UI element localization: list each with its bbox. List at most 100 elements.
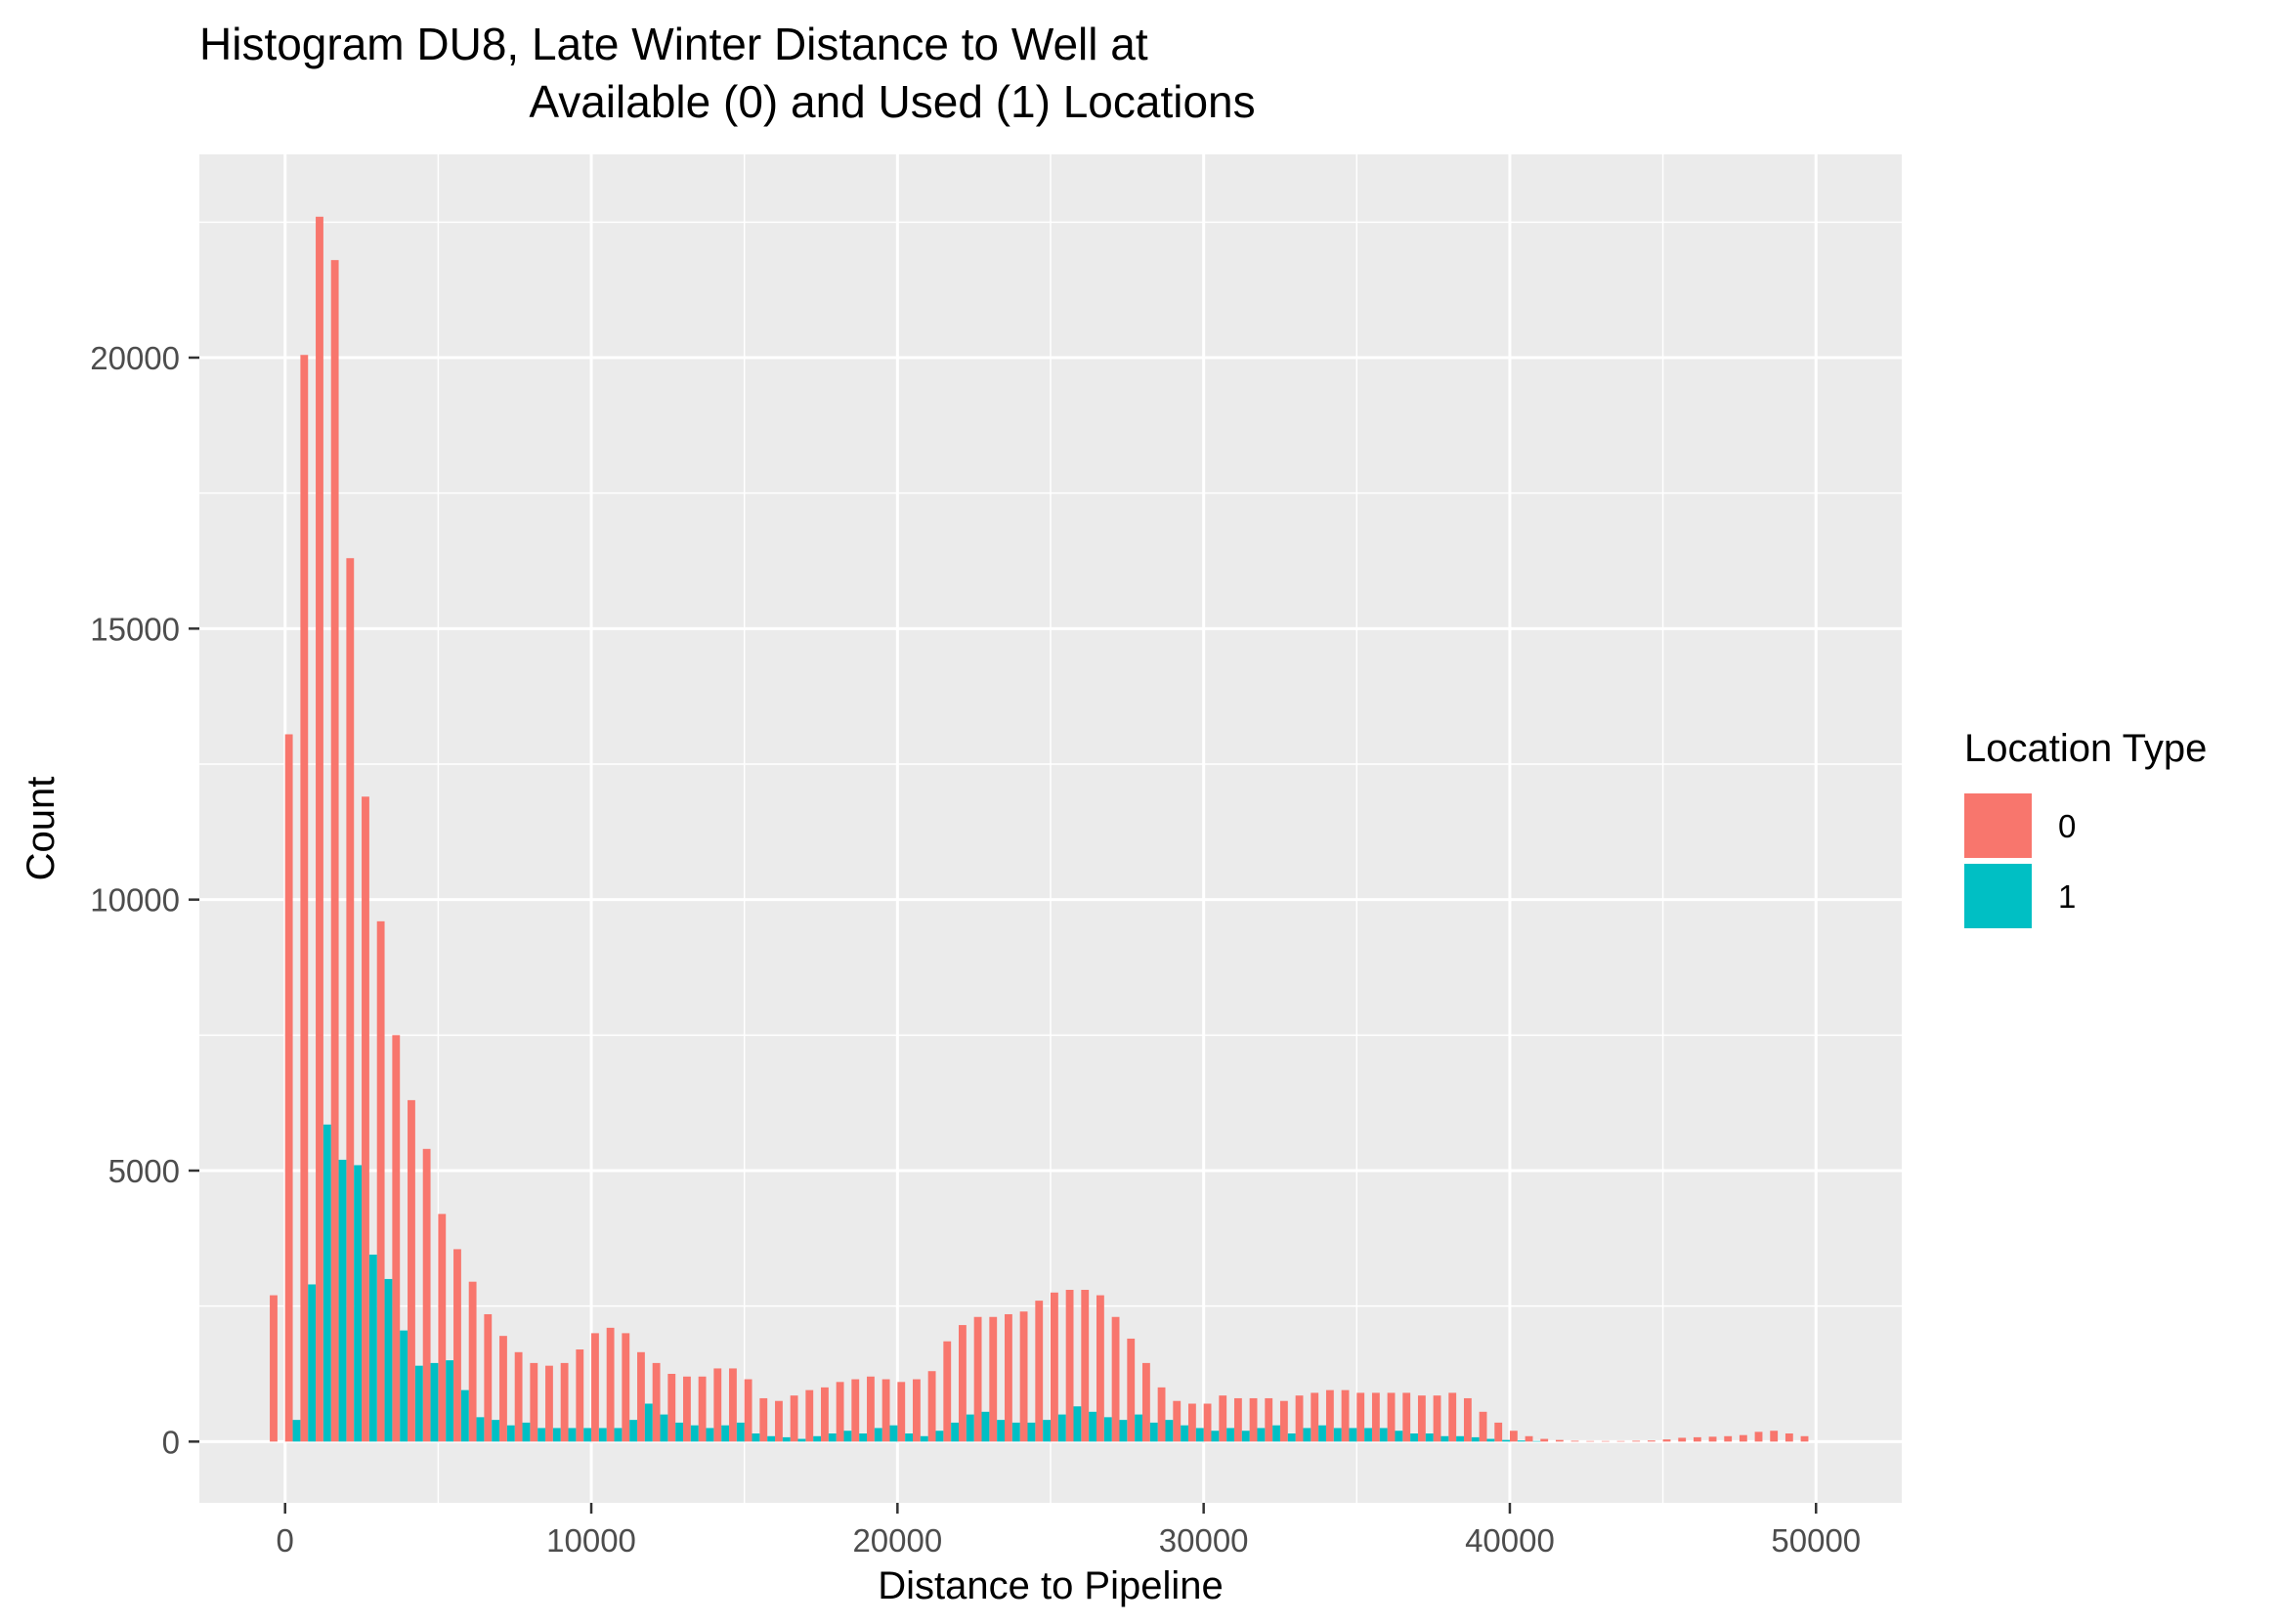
bar-series-1 [1257, 1428, 1266, 1442]
bar-series-1 [1165, 1420, 1174, 1442]
bar-series-0 [545, 1365, 553, 1442]
bar-series-0 [805, 1389, 814, 1442]
bar-series-1 [874, 1428, 882, 1442]
bar-series-0 [1096, 1295, 1104, 1442]
bar-series-1 [1333, 1428, 1342, 1442]
bar-series-1 [552, 1428, 561, 1442]
bar-series-1 [843, 1431, 852, 1442]
bar-series-1 [1057, 1414, 1066, 1442]
bar-series-1 [629, 1420, 638, 1442]
bar-series-0 [270, 1295, 278, 1442]
bar-series-1 [721, 1425, 730, 1442]
bar-series-1 [430, 1362, 439, 1442]
bar-series-1 [1073, 1406, 1082, 1442]
bar-series-1 [1287, 1433, 1296, 1442]
x-tick-label: 0 [277, 1522, 294, 1559]
bar-series-0 [1219, 1395, 1227, 1442]
bar-series-1 [797, 1438, 806, 1442]
bar-series-1 [1043, 1420, 1051, 1442]
bar-series-1 [292, 1420, 301, 1442]
bar-series-1 [446, 1360, 454, 1442]
bar-series-0 [698, 1376, 707, 1442]
bar-series-1 [1195, 1428, 1204, 1442]
x-tick-label: 10000 [546, 1522, 636, 1559]
bar-series-0 [1754, 1432, 1763, 1442]
bar-series-0 [576, 1349, 584, 1442]
bar-series-0 [1555, 1439, 1564, 1442]
bar-series-0 [1065, 1290, 1074, 1442]
bar-series-0 [591, 1333, 599, 1442]
bar-series-0 [1356, 1392, 1365, 1442]
bar-series-0 [1127, 1338, 1136, 1442]
bar-series-0 [392, 1035, 401, 1442]
bar-series-0 [1341, 1389, 1350, 1442]
bar-series-0 [1279, 1400, 1288, 1442]
bar-series-1 [736, 1422, 745, 1442]
bar-series-0 [1249, 1397, 1258, 1442]
bar-series-1 [951, 1422, 960, 1442]
bar-series-1 [644, 1403, 653, 1442]
bar-series-0 [1295, 1395, 1304, 1442]
bar-series-0 [1509, 1431, 1518, 1442]
bar-series-0 [836, 1382, 844, 1442]
bar-series-1 [476, 1417, 485, 1442]
bar-series-1 [537, 1428, 546, 1442]
bar-series-0 [989, 1316, 998, 1442]
bar-series-1 [1410, 1433, 1418, 1442]
bar-series-1 [598, 1428, 607, 1442]
bar-series-1 [1349, 1428, 1357, 1442]
bar-series-1 [583, 1428, 592, 1442]
bar-series-0 [1187, 1403, 1196, 1442]
bar-series-1 [1089, 1411, 1096, 1442]
bar-series-0 [1494, 1422, 1503, 1442]
bar-series-1 [1103, 1417, 1112, 1442]
bar-series-0 [1678, 1437, 1687, 1442]
bar-series-0 [927, 1371, 936, 1442]
bar-series-1 [981, 1411, 990, 1442]
y-tick-label: 0 [162, 1424, 180, 1460]
bar-series-0 [1570, 1440, 1579, 1442]
bar-series-0 [1662, 1439, 1671, 1442]
bar-series-1 [492, 1420, 500, 1442]
bar-series-1 [1211, 1431, 1220, 1442]
x-axis: 0 10000 20000 30000 40000 50000 [277, 1503, 1861, 1559]
bar-series-1 [889, 1425, 898, 1442]
bar-series-1 [1119, 1420, 1128, 1442]
bar-series-1 [1011, 1422, 1020, 1442]
bar-series-0 [484, 1313, 493, 1442]
bar-series-1 [1425, 1433, 1434, 1442]
bar-series-0 [1739, 1434, 1747, 1442]
bar-series-1 [1181, 1425, 1188, 1442]
bar-series-0 [1540, 1438, 1549, 1442]
bar-series-0 [300, 355, 309, 1442]
bar-series-1 [308, 1284, 317, 1442]
x-tick-label: 20000 [852, 1522, 942, 1559]
bar-series-0 [1081, 1290, 1090, 1442]
bar-series-0 [438, 1214, 447, 1442]
bar-series-0 [821, 1387, 829, 1442]
bar-series-0 [1525, 1435, 1533, 1442]
bar-series-1 [354, 1165, 363, 1442]
bar-series-0 [1800, 1435, 1809, 1442]
bar-series-0 [943, 1341, 952, 1442]
bar-series-0 [973, 1316, 982, 1442]
bar-series-1 [1027, 1422, 1036, 1442]
bar-series-0 [376, 920, 385, 1442]
bar-series-1 [1532, 1440, 1541, 1442]
bar-series-1 [506, 1425, 515, 1442]
bar-series-1 [706, 1428, 714, 1442]
bar-series-0 [1371, 1392, 1380, 1442]
bar-series-0 [1111, 1316, 1120, 1442]
bar-series-0 [1311, 1392, 1319, 1442]
bar-series-0 [652, 1362, 661, 1442]
bar-series-0 [1019, 1311, 1028, 1442]
bar-series-0 [1647, 1440, 1655, 1442]
bar-series-1 [752, 1433, 760, 1442]
bar-series-1 [782, 1436, 791, 1442]
bar-series-0 [1693, 1436, 1701, 1442]
y-axis-title: Count [20, 777, 63, 881]
bar-series-1 [1364, 1428, 1372, 1442]
x-axis-title: Distance to Pipeline [878, 1564, 1224, 1607]
bar-series-0 [530, 1362, 538, 1442]
bar-series-0 [408, 1099, 415, 1442]
